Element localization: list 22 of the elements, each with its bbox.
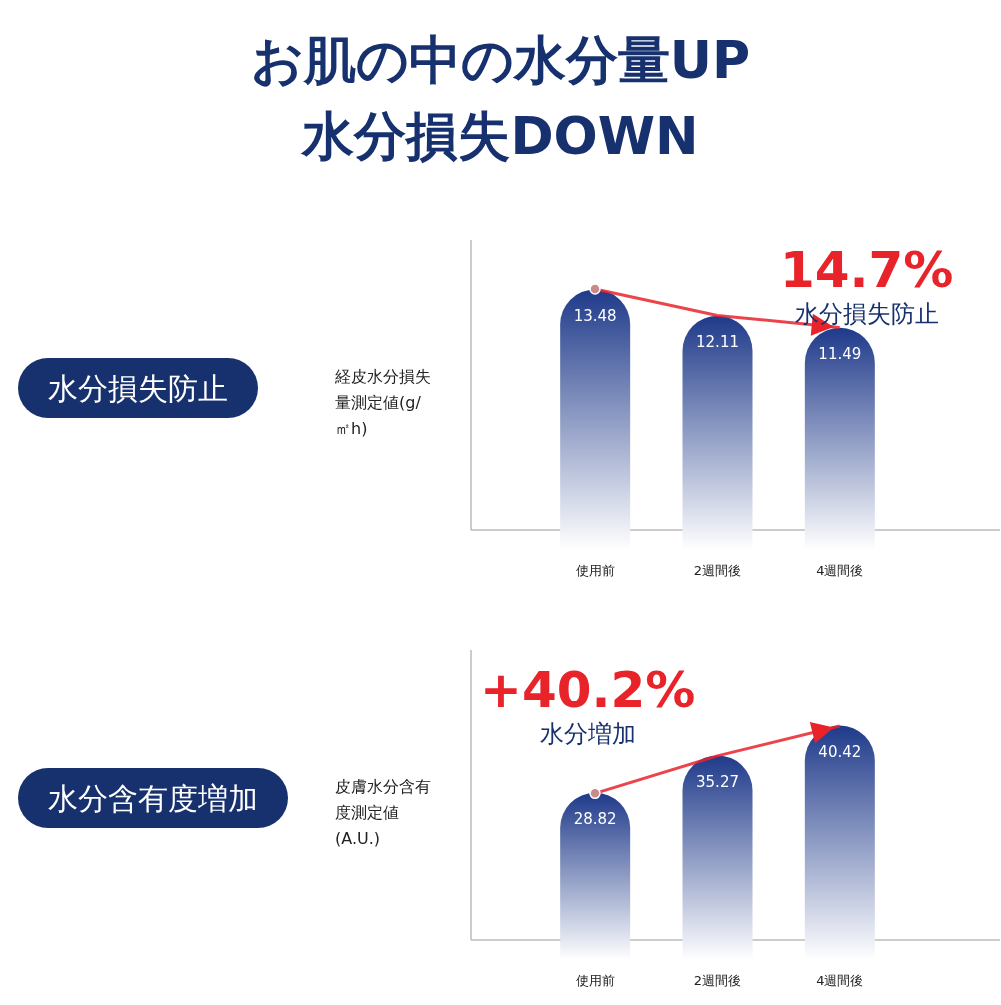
annotation: 水分損失防止: [793, 299, 940, 330]
data-label: 13.48: [573, 306, 617, 325]
x-tick-label: 使用前: [575, 973, 615, 988]
data-label: 12.11: [696, 333, 739, 352]
y-axis-title: 経皮水分損失量測定値(g/㎡h): [334, 366, 431, 438]
text: 水分損失DOWN: [300, 105, 700, 168]
annotation: 14.7%: [780, 241, 954, 299]
text: 水分含有度増加: [48, 780, 258, 816]
annotation: 水分増加: [538, 719, 637, 750]
text: お肌の中の水分量UP: [249, 29, 752, 92]
x-tick-label: 使用前: [575, 563, 615, 578]
data-label: 28.82: [573, 810, 617, 829]
data-label: 11.49: [818, 345, 862, 364]
x-tick-label: 4週間後: [816, 563, 864, 578]
x-tick-label: 2週間後: [693, 563, 742, 578]
x-tick-label: 4週間後: [816, 973, 864, 988]
x-tick-label: 2週間後: [693, 973, 742, 988]
data-label: 35.27: [696, 772, 739, 791]
text: +40.2%: [480, 661, 696, 719]
text: 水分損失防止: [48, 370, 228, 406]
y-axis-title: 皮膚水分含有度測定値(A.U.): [335, 776, 431, 848]
data-label: 40.42: [818, 743, 862, 762]
